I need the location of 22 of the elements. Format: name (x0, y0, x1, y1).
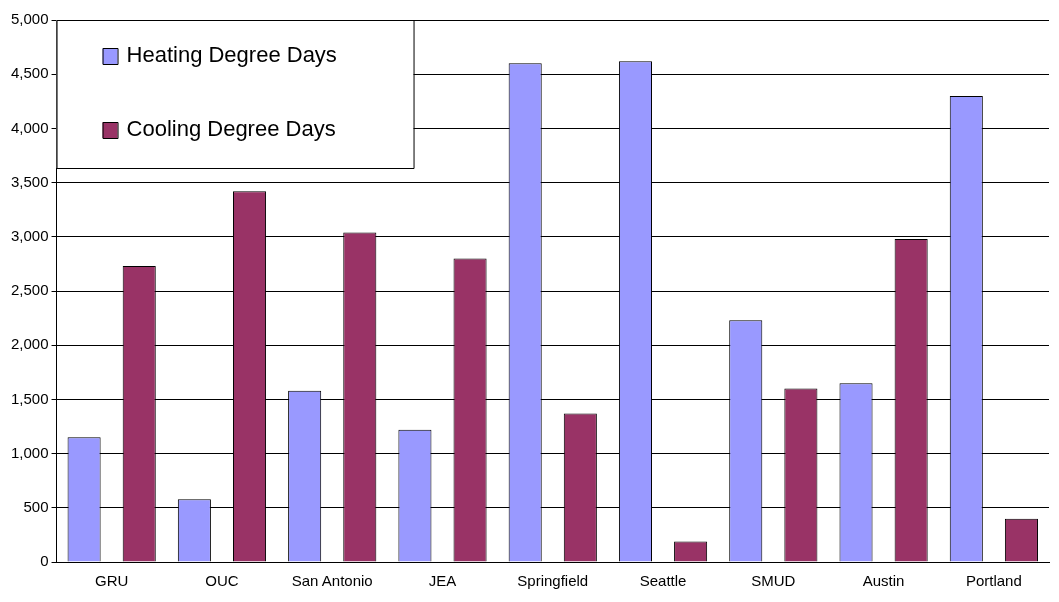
y-tick-label: 500 (23, 497, 49, 515)
x-tick-label: San Antonio (291, 572, 373, 590)
y-tick-label: 0 (40, 552, 49, 570)
y-tick-label: 1,000 (10, 443, 49, 461)
y-tick-label: 2,000 (10, 335, 49, 353)
x-tick-label: SMUD (751, 572, 796, 590)
x-tick-label: Austin (862, 572, 905, 590)
y-tick-label: 3,500 (10, 172, 49, 190)
x-tick-label: Seattle (639, 572, 687, 590)
x-tick-label: OUC (205, 572, 239, 590)
y-tick-label: 2,500 (10, 281, 49, 299)
x-tick-label: Springfield (517, 572, 589, 590)
x-tick-label: JEA (428, 572, 457, 590)
legend-label: Cooling Degree Days (126, 116, 336, 142)
y-tick-label: 5,000 (10, 10, 49, 28)
y-tick-label: 4,500 (10, 64, 49, 82)
legend-label: Heating Degree Days (126, 42, 337, 68)
y-tick-label: 1,500 (10, 389, 49, 407)
y-tick-label: 3,000 (10, 226, 49, 244)
y-tick-label: 4,000 (10, 118, 49, 136)
x-tick-label: GRU (95, 572, 129, 590)
x-tick-label: Portland (965, 572, 1022, 590)
